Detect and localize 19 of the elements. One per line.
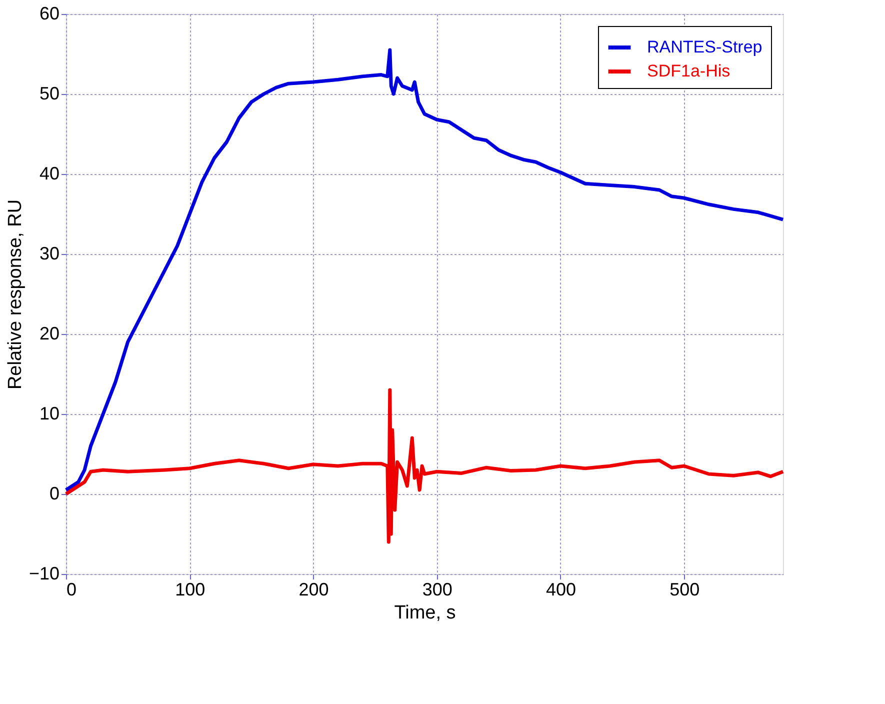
y-tick-label: 50: [39, 84, 60, 104]
line-series: [64, 388, 785, 544]
y-tick-label: 0: [49, 484, 60, 504]
legend-label: SDF1a-His: [647, 62, 730, 80]
y-tick-label: 20: [39, 324, 60, 344]
y-tick-label: −10: [28, 564, 60, 584]
x-tick-label: 400: [546, 580, 576, 600]
x-tick-label: 500: [670, 580, 700, 600]
legend-label: RANTES-Strep: [647, 38, 762, 56]
y-axis-title: Relative response, RU: [4, 199, 26, 390]
x-axis-title: Time, s: [394, 602, 456, 624]
y-tick-label: 40: [39, 164, 60, 184]
x-tick-label: 200: [298, 580, 329, 600]
x-tick-label: 0: [66, 580, 77, 600]
y-tick-label: 60: [39, 4, 60, 24]
y-tick-label: 30: [39, 244, 60, 264]
x-tick-label: 300: [422, 580, 452, 600]
x-tick-label: 100: [175, 580, 206, 600]
y-tick-label: 10: [39, 404, 60, 424]
